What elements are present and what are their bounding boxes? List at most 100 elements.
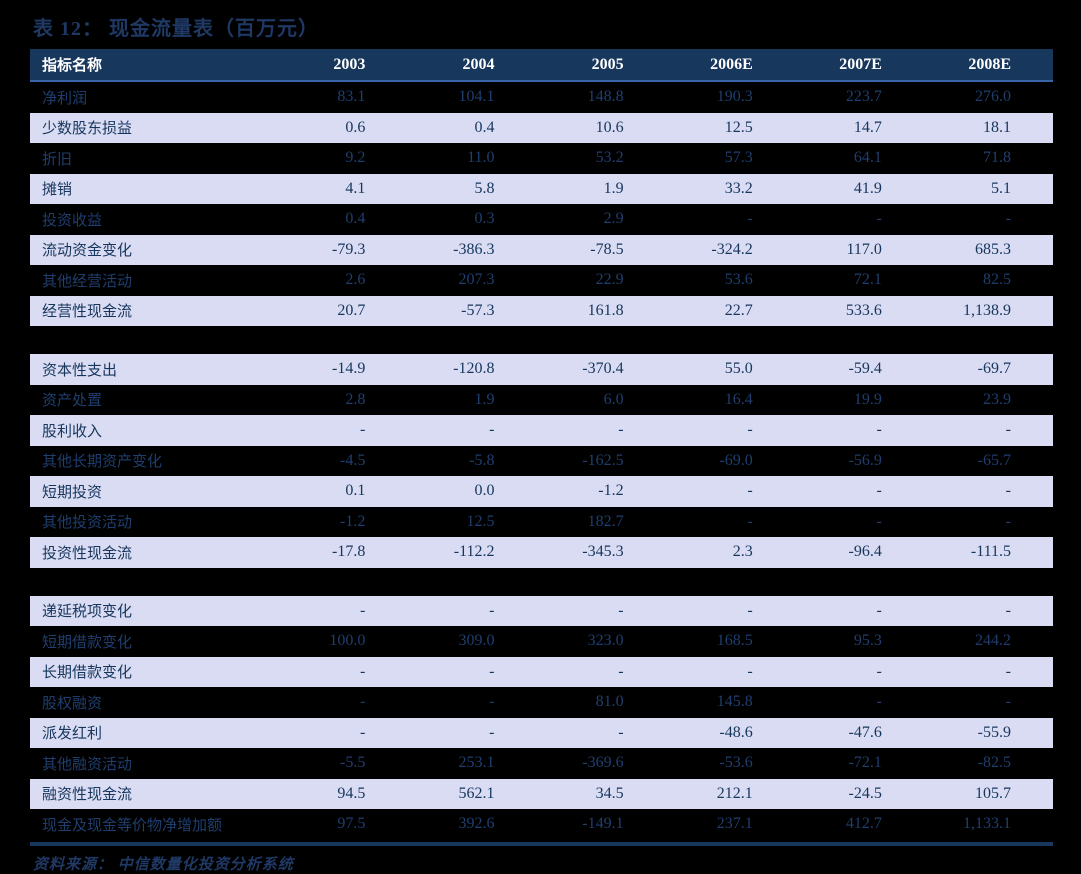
cell-value: - bbox=[665, 595, 795, 626]
cell-value: - bbox=[407, 717, 537, 748]
cell-value: 95.3 bbox=[794, 626, 924, 657]
cell-value: 19.9 bbox=[794, 384, 924, 415]
cell-value: -162.5 bbox=[536, 445, 666, 476]
row-label: 短期借款变化 bbox=[30, 626, 279, 657]
table-title: 表 12： 现金流量表（百万元） bbox=[33, 18, 319, 40]
cell-value: 2.9 bbox=[536, 204, 666, 235]
row-label: 股权融资 bbox=[30, 687, 279, 718]
cell-value: - bbox=[794, 204, 924, 235]
table-row: 投资收益 0.4 0.3 2.9- - - bbox=[30, 204, 1053, 235]
cell-value: 105.7 bbox=[923, 778, 1053, 809]
cell-value: 11.0 bbox=[407, 143, 537, 174]
table-row: 资本性支出 -14.9 -120.8 -370.4 55.0 -59.4 -69.7 bbox=[30, 354, 1053, 385]
cell-value: 53.6 bbox=[665, 265, 795, 296]
row-label: 资产处置 bbox=[30, 384, 279, 415]
cell-value: 23.9 bbox=[923, 384, 1053, 415]
cell-value: - bbox=[794, 595, 924, 626]
table-row: 短期借款变化 100.0 309.0 323.0 168.5 95.3 244.2 bbox=[30, 626, 1053, 657]
section-gap bbox=[30, 567, 1053, 596]
cell-value: 212.1 bbox=[665, 778, 795, 809]
cell-value: -1.2 bbox=[278, 506, 408, 537]
cell-value: -96.4 bbox=[794, 537, 924, 568]
column-header: 2007E bbox=[794, 49, 924, 82]
table-row: 净利润 83.1 104.1 148.8 190.3 223.7 276.0 bbox=[30, 81, 1053, 113]
cell-value: 71.8 bbox=[923, 143, 1053, 174]
table-header-row: 指标名称 2003 2004 2005 2006E 2007E 2008E bbox=[30, 49, 1053, 82]
row-label: 流动资金变化 bbox=[30, 234, 279, 265]
cell-value: - bbox=[536, 595, 666, 626]
table-row: 递延税项变化 - - - - - - bbox=[30, 595, 1053, 626]
row-label: 股利收入 bbox=[30, 415, 279, 446]
row-label: 摊销 bbox=[30, 173, 279, 204]
cell-value: 148.8 bbox=[536, 81, 666, 113]
table-row: 少数股东损益 0.6 0.4 10.6 12.5 14.7 18.1 bbox=[30, 112, 1053, 143]
cell-value: 309.0 bbox=[407, 626, 537, 657]
cell-value: - bbox=[923, 506, 1053, 537]
cell-value: 1,133.1 bbox=[923, 809, 1053, 840]
cell-value: 190.3 bbox=[665, 81, 795, 113]
row-label: 其他投资活动 bbox=[30, 506, 279, 537]
cell-value: -324.2 bbox=[665, 234, 795, 265]
cell-value: -78.5 bbox=[536, 234, 666, 265]
cell-value: 145.8 bbox=[665, 687, 795, 718]
row-label: 投资收益 bbox=[30, 204, 279, 235]
cell-value: -17.8 bbox=[278, 537, 408, 568]
cell-value: - bbox=[665, 656, 795, 687]
cell-value: 12.5 bbox=[665, 112, 795, 143]
cell-value: - bbox=[794, 415, 924, 446]
row-label: 其他长期资产变化 bbox=[30, 445, 279, 476]
cell-value: - bbox=[278, 595, 408, 626]
cell-value: 237.1 bbox=[665, 809, 795, 840]
cell-value: 533.6 bbox=[794, 295, 924, 326]
cell-value: 10.6 bbox=[536, 112, 666, 143]
table-row: 短期投资 0.1 0.0 -1.2- - - bbox=[30, 476, 1053, 507]
cell-value: - bbox=[278, 656, 408, 687]
cell-value: - bbox=[794, 506, 924, 537]
cell-value: - bbox=[665, 204, 795, 235]
cell-value: - bbox=[407, 415, 537, 446]
cell-value: - bbox=[536, 717, 666, 748]
cell-value: 0.4 bbox=[278, 204, 408, 235]
row-label: 融资性现金流 bbox=[30, 778, 279, 809]
cell-value: - bbox=[794, 687, 924, 718]
cell-value: -111.5 bbox=[923, 537, 1053, 568]
cell-value: -14.9 bbox=[278, 354, 408, 385]
cash-flow-table: 指标名称 2003 2004 2005 2006E 2007E 2008E 净利润 83.1 1… bbox=[30, 49, 1053, 840]
cell-value: 161.8 bbox=[536, 295, 666, 326]
cell-value: -69.0 bbox=[665, 445, 795, 476]
cell-value: 1,138.9 bbox=[923, 295, 1053, 326]
cell-value: -149.1 bbox=[536, 809, 666, 840]
cell-value: 55.0 bbox=[665, 354, 795, 385]
table-row: 股权融资 - -81.0 145.8- - bbox=[30, 687, 1053, 718]
cell-value: 57.3 bbox=[665, 143, 795, 174]
cell-value: 4.1 bbox=[278, 173, 408, 204]
cell-value: - bbox=[407, 656, 537, 687]
row-label: 其他经营活动 bbox=[30, 265, 279, 296]
table-row: 派发红利 - - - -48.6 -47.6 -55.9 bbox=[30, 717, 1053, 748]
cell-value: -369.6 bbox=[536, 748, 666, 779]
cell-value: 685.3 bbox=[923, 234, 1053, 265]
cell-value: 41.9 bbox=[794, 173, 924, 204]
cell-value: - bbox=[278, 717, 408, 748]
cell-value: 22.9 bbox=[536, 265, 666, 296]
cell-value: -48.6 bbox=[665, 717, 795, 748]
cell-value: - bbox=[923, 415, 1053, 446]
cell-value: 1.9 bbox=[407, 384, 537, 415]
cell-value: 97.5 bbox=[278, 809, 408, 840]
cell-value: - bbox=[665, 506, 795, 537]
table-row: 经营性现金流 20.7 -57.3 161.8 22.7 533.6 1,138.9 bbox=[30, 295, 1053, 326]
cell-value: -24.5 bbox=[794, 778, 924, 809]
column-header: 2008E bbox=[923, 49, 1053, 82]
cell-value: - bbox=[536, 415, 666, 446]
cell-value: -65.7 bbox=[923, 445, 1053, 476]
table-row: 其他长期资产变化 -4.5 -5.8 -162.5 -69.0 -56.9 -65.7 bbox=[30, 445, 1053, 476]
table-row: 资产处置 2.8 1.9 6.0 16.4 19.9 23.9 bbox=[30, 384, 1053, 415]
cell-value: -1.2 bbox=[536, 476, 666, 507]
cell-value: 182.7 bbox=[536, 506, 666, 537]
row-label: 长期借款变化 bbox=[30, 656, 279, 687]
cell-value: 392.6 bbox=[407, 809, 537, 840]
table-row: 折旧 9.2 11.0 53.2 57.3 64.1 71.8 bbox=[30, 143, 1053, 174]
cell-value: 2.6 bbox=[278, 265, 408, 296]
cell-value: 72.1 bbox=[794, 265, 924, 296]
cell-value: 16.4 bbox=[665, 384, 795, 415]
